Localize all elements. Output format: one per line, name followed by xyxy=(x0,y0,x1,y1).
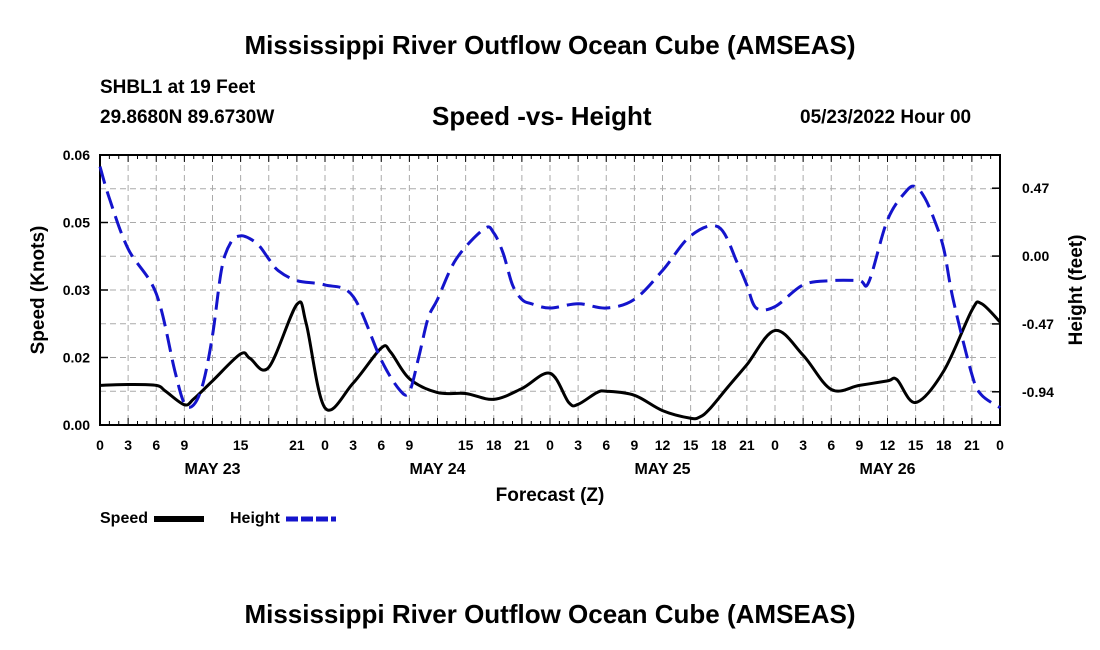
x-tick-label: 12 xyxy=(880,437,896,453)
y2-tick-label: 0.00 xyxy=(1022,248,1049,264)
station-label: SHBL1 at 19 Feet xyxy=(100,77,256,98)
x-tick-label: 21 xyxy=(514,437,530,453)
x-tick-label: 0 xyxy=(96,437,104,453)
x-tick-label: 6 xyxy=(377,437,385,453)
x-tick-label: 21 xyxy=(289,437,305,453)
x-date-label: MAY 23 xyxy=(184,461,240,478)
y2-tick-label: -0.94 xyxy=(1022,384,1054,400)
y2-tick-label: 0.47 xyxy=(1022,180,1049,196)
y-axis-title: Speed (Knots) xyxy=(28,226,49,355)
forecast-datetime: 05/23/2022 Hour 00 xyxy=(800,107,972,128)
legend-speed-label: Speed xyxy=(100,510,149,527)
footer-title: Mississippi River Outflow Ocean Cube (AM… xyxy=(244,599,856,629)
series-line-height xyxy=(98,166,1001,409)
x-tick-label: 21 xyxy=(739,437,755,453)
x-axis-title: Forecast (Z) xyxy=(496,485,605,506)
chart-title: Mississippi River Outflow Ocean Cube (AM… xyxy=(244,30,856,60)
y2-tick-label: -0.47 xyxy=(1022,316,1054,332)
x-tick-label: 9 xyxy=(855,437,863,453)
chart-subtitle: Speed -vs- Height xyxy=(432,101,652,131)
x-tick-label: 9 xyxy=(405,437,413,453)
legend-speed-swatch xyxy=(154,515,205,522)
x-tick-label: 9 xyxy=(180,437,188,453)
y-tick-label: 0.00 xyxy=(63,417,90,433)
x-tick-label: 15 xyxy=(908,437,924,453)
x-tick-label: 18 xyxy=(936,437,952,453)
y-tick-label: 0.02 xyxy=(63,350,90,366)
x-tick-label: 15 xyxy=(458,437,474,453)
x-tick-label: 15 xyxy=(683,437,699,453)
x-date-label: MAY 25 xyxy=(634,461,690,478)
x-tick-label: 15 xyxy=(233,437,249,453)
x-tick-label: 3 xyxy=(349,437,357,453)
y-tick-label: 0.03 xyxy=(63,282,90,298)
x-date-label: MAY 24 xyxy=(409,461,465,478)
x-tick-label: 0 xyxy=(771,437,779,453)
x-tick-label: 12 xyxy=(655,437,671,453)
x-tick-label: 6 xyxy=(827,437,835,453)
coordinates-label: 29.8680N 89.6730W xyxy=(100,107,275,128)
legend-height-swatch xyxy=(286,516,337,522)
y2-axis-title: Height (feet) xyxy=(1066,235,1087,346)
x-tick-label: 3 xyxy=(799,437,807,453)
legend-height: Height xyxy=(230,510,338,528)
x-tick-label: 18 xyxy=(711,437,727,453)
x-tick-label: 3 xyxy=(574,437,582,453)
x-tick-label: 0 xyxy=(321,437,329,453)
x-tick-label: 18 xyxy=(486,437,502,453)
x-tick-label: 3 xyxy=(124,437,132,453)
legend-speed: Speed xyxy=(100,510,206,528)
y-tick-label: 0.06 xyxy=(63,147,90,163)
y-tick-label: 0.05 xyxy=(63,215,90,231)
x-date-label: MAY 26 xyxy=(859,461,915,478)
x-tick-label: 0 xyxy=(546,437,554,453)
x-tick-label: 9 xyxy=(630,437,638,453)
series-line-speed xyxy=(99,300,1002,421)
legend-height-label: Height xyxy=(230,510,280,527)
x-tick-label: 6 xyxy=(602,437,610,453)
x-tick-label: 0 xyxy=(996,437,1004,453)
x-tick-label: 6 xyxy=(152,437,160,453)
x-tick-label: 21 xyxy=(964,437,980,453)
